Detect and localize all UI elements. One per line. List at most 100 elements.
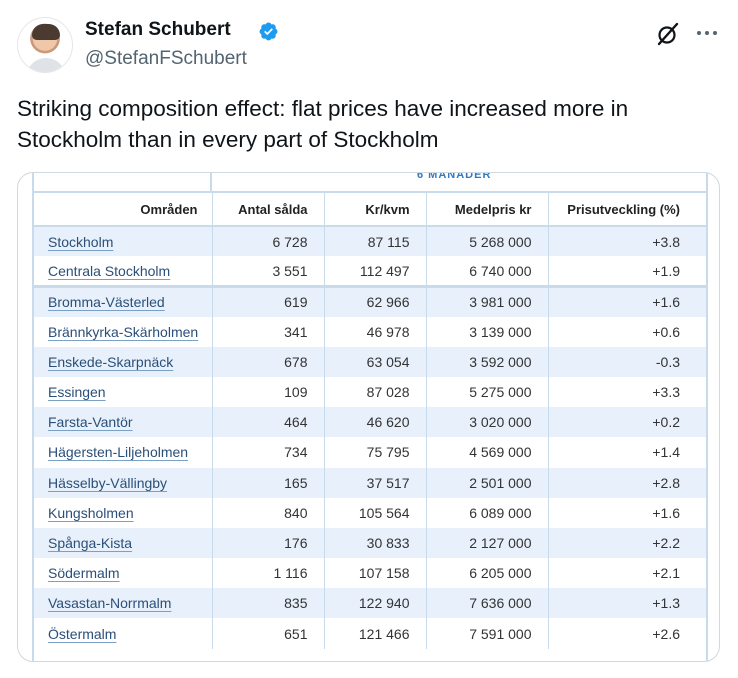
kr-kvm-cell: 30 833 [324, 527, 427, 559]
change-cell: +0.6 [548, 316, 706, 347]
medelpris-cell: 3 981 000 [426, 284, 549, 317]
area-link[interactable]: Brännkyrka-Skärholmen [48, 323, 199, 340]
column-header-kr-kvm: Kr/kvm [324, 191, 427, 227]
sold-cell: 734 [212, 437, 325, 468]
tweet-media-image[interactable]: 6 MÅNADER Områden Antal sålda Kr/kvm Med… [17, 172, 720, 662]
avatar-shirt [26, 58, 66, 72]
area-link[interactable]: Enskede-Skarpnäck [48, 353, 174, 370]
sold-cell: 651 [212, 618, 325, 649]
area-link[interactable]: Spånga-Kista [48, 534, 133, 551]
author-handle[interactable]: @StefanFSchubert [85, 48, 247, 69]
table-row: Brännkyrka-Skärholmen 341 46 978 3 139 0… [34, 316, 706, 347]
area-link[interactable]: Kungsholmen [48, 504, 134, 521]
tweet-header: Stefan Schubert @StefanFSchubert [17, 15, 721, 77]
grok-icon[interactable] [655, 21, 681, 47]
change-cell: +1.6 [548, 284, 706, 317]
column-header-prisutveckling: Prisutveckling (%) [548, 191, 706, 227]
kr-kvm-cell: 87 028 [324, 376, 427, 408]
medelpris-cell: 6 089 000 [426, 497, 549, 528]
tweet-text: Striking composition effect: flat prices… [17, 96, 629, 152]
kr-kvm-cell: 62 966 [324, 284, 427, 317]
area-cell[interactable]: Vasastan-Norrmalm [34, 588, 213, 619]
area-cell[interactable]: Hägersten-Liljeholmen [34, 437, 213, 468]
sold-cell: 165 [212, 467, 325, 498]
change-cell: -0.3 [548, 346, 706, 377]
area-link[interactable]: Hässelby-Vällingby [48, 474, 168, 491]
change-cell: +3.3 [548, 376, 706, 408]
sold-cell: 341 [212, 316, 325, 347]
sold-cell: 678 [212, 346, 325, 377]
medelpris-cell: 2 127 000 [426, 527, 549, 559]
table-row: Farsta-Vantör 464 46 620 3 020 000 +0.2 [34, 407, 706, 438]
kr-kvm-cell: 75 795 [324, 437, 427, 468]
table-row: Stockholm 6 728 87 115 5 268 000 +3.8 [34, 226, 706, 257]
area-cell[interactable]: Södermalm [34, 558, 213, 589]
table-row: Kungsholmen 840 105 564 6 089 000 +1.6 [34, 497, 706, 528]
table-row: Enskede-Skarpnäck 678 63 054 3 592 000 -… [34, 346, 706, 377]
avatar[interactable] [17, 17, 73, 73]
medelpris-cell: 6 205 000 [426, 558, 549, 589]
area-link[interactable]: Essingen [48, 384, 106, 401]
table-row: Södermalm 1 116 107 158 6 205 000 +2.1 [34, 558, 706, 589]
area-link[interactable]: Bromma-Västerled [48, 294, 165, 311]
kr-kvm-cell: 87 115 [324, 226, 427, 257]
change-cell: +2.8 [548, 467, 706, 498]
area-link[interactable]: Södermalm [48, 565, 120, 582]
medelpris-cell: 3 139 000 [426, 316, 549, 347]
area-cell[interactable]: Bromma-Västerled [34, 284, 213, 317]
column-header-medelpris: Medelpris kr [426, 191, 549, 227]
sold-cell: 176 [212, 527, 325, 559]
area-link[interactable]: Hägersten-Liljeholmen [48, 444, 189, 461]
column-header-area: Områden [34, 191, 213, 227]
kr-kvm-cell: 112 497 [324, 256, 427, 287]
price-table: Områden Antal sålda Kr/kvm Medelpris kr … [34, 191, 706, 649]
period-label: 6 MÅNADER [417, 172, 492, 181]
change-cell: +2.6 [548, 618, 706, 649]
area-cell[interactable]: Enskede-Skarpnäck [34, 346, 213, 377]
area-cell[interactable]: Farsta-Vantör [34, 407, 213, 438]
change-cell: +1.3 [548, 588, 706, 619]
table-row: Östermalm 651 121 466 7 591 000 +2.6 [34, 618, 706, 649]
sold-cell: 1 116 [212, 558, 325, 589]
author-display-name[interactable]: Stefan Schubert [85, 19, 231, 40]
area-cell[interactable]: Centrala Stockholm [34, 256, 213, 287]
table-header-band [34, 173, 706, 191]
column-header-sold: Antal sålda [212, 191, 325, 227]
area-link[interactable]: Centrala Stockholm [48, 262, 171, 279]
more-icon[interactable] [693, 20, 721, 46]
area-cell[interactable]: Hässelby-Vällingby [34, 467, 213, 498]
kr-kvm-cell: 46 978 [324, 316, 427, 347]
area-cell[interactable]: Brännkyrka-Skärholmen [34, 316, 213, 347]
medelpris-cell: 3 592 000 [426, 346, 549, 377]
sold-cell: 3 551 [212, 256, 325, 287]
area-cell[interactable]: Essingen [34, 376, 213, 408]
sold-cell: 464 [212, 407, 325, 438]
change-cell: +2.1 [548, 558, 706, 589]
table-row: Centrala Stockholm 3 551 112 497 6 740 0… [34, 256, 706, 287]
sold-cell: 619 [212, 284, 325, 317]
area-link[interactable]: Stockholm [48, 233, 114, 250]
area-link[interactable]: Vasastan-Norrmalm [48, 595, 172, 612]
sold-cell: 835 [212, 588, 325, 619]
area-cell[interactable]: Östermalm [34, 618, 213, 649]
table-row: Bromma-Västerled 619 62 966 3 981 000 +1… [34, 284, 706, 317]
table-row: Hässelby-Vällingby 165 37 517 2 501 000 … [34, 467, 706, 498]
area-cell[interactable]: Kungsholmen [34, 497, 213, 528]
kr-kvm-cell: 37 517 [324, 467, 427, 498]
area-link[interactable]: Östermalm [48, 625, 117, 642]
table-row: Vasastan-Norrmalm 835 122 940 7 636 000 … [34, 588, 706, 619]
kr-kvm-cell: 105 564 [324, 497, 427, 528]
kr-kvm-cell: 46 620 [324, 407, 427, 438]
area-link[interactable]: Farsta-Vantör [48, 414, 133, 431]
sold-cell: 109 [212, 376, 325, 408]
medelpris-cell: 7 636 000 [426, 588, 549, 619]
change-cell: +1.9 [548, 256, 706, 287]
price-table-container: 6 MÅNADER Områden Antal sålda Kr/kvm Med… [32, 172, 708, 661]
area-cell[interactable]: Spånga-Kista [34, 527, 213, 559]
sold-cell: 6 728 [212, 226, 325, 257]
verified-badge-icon[interactable] [258, 21, 279, 42]
area-cell[interactable]: Stockholm [34, 226, 213, 257]
medelpris-cell: 2 501 000 [426, 467, 549, 498]
header-band-segment [34, 173, 212, 191]
kr-kvm-cell: 107 158 [324, 558, 427, 589]
